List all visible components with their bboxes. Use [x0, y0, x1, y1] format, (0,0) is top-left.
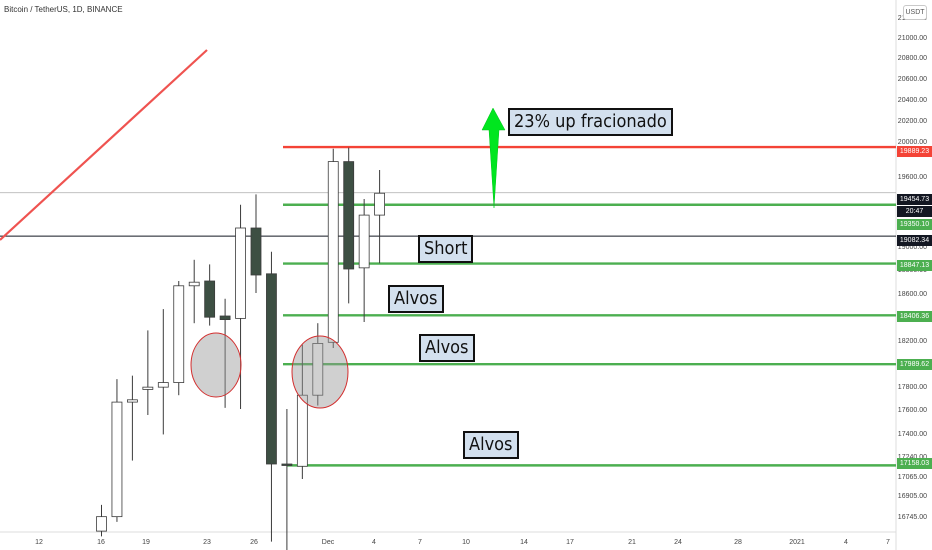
candle-down[interactable]: [250, 194, 262, 293]
candle-up[interactable]: [111, 379, 123, 522]
candle-up[interactable]: [142, 330, 154, 415]
y-tick-label: 21000.00: [898, 35, 927, 42]
x-tick-label: 12: [35, 539, 43, 546]
candle-body: [266, 273, 277, 465]
candle-body: [358, 214, 370, 269]
y-tick-label: 17065.00: [898, 474, 927, 481]
price-tag-last: 19454.73: [897, 194, 932, 205]
x-tick-label: 4: [844, 539, 848, 546]
symbol-title[interactable]: Bitcoin / TetherUS, 1D, BINANCE: [4, 5, 123, 14]
annotation-alvos-2[interactable]: Alvos: [419, 334, 475, 362]
x-tick-label: 14: [520, 539, 528, 546]
x-tick-label: 7: [418, 539, 422, 546]
candle-body: [142, 386, 154, 390]
y-tick-label: 20400.00: [898, 97, 927, 104]
candle-up[interactable]: [235, 204, 246, 409]
trend-line[interactable]: [0, 49, 208, 241]
candles-group: [96, 147, 386, 550]
candle-body: [173, 285, 185, 383]
candle-up[interactable]: [327, 148, 339, 349]
x-tick-label: 26: [250, 539, 258, 546]
candle-down[interactable]: [266, 251, 277, 542]
y-tick-label: 19000.00: [898, 244, 927, 251]
x-tick-label: 21: [628, 539, 636, 546]
candle-body: [374, 192, 386, 216]
price-tag-target-4: 17158.03: [897, 458, 932, 469]
candle-body: [312, 343, 324, 396]
y-tick-label: 20200.00: [898, 118, 927, 125]
candle-body: [111, 401, 123, 518]
x-tick-label: 24: [674, 539, 682, 546]
y-tick-label: 16905.00: [898, 493, 927, 500]
highlight-ellipse-left[interactable]: [190, 332, 242, 398]
candle-up[interactable]: [312, 323, 324, 406]
candle-body: [188, 281, 200, 287]
x-tick-label: 10: [462, 539, 470, 546]
candle-body: [235, 227, 246, 319]
candle-body: [219, 315, 231, 320]
up-arrow-icon[interactable]: [481, 107, 506, 209]
y-tick-label: 17600.00: [898, 407, 927, 414]
price-tag-entry: 19350.10: [897, 219, 932, 230]
price-tag-target-1: 18847.13: [897, 260, 932, 271]
candle-down[interactable]: [343, 147, 355, 304]
candle-up[interactable]: [173, 281, 185, 396]
highlight-ellipse-right[interactable]: [291, 335, 349, 409]
candle-down[interactable]: [219, 298, 231, 408]
candle-body: [250, 227, 262, 276]
candle-body: [127, 399, 138, 403]
y-tick-label: 20000.00: [898, 139, 927, 146]
y-tick-label: 18600.00: [898, 291, 927, 298]
candle-body: [204, 280, 216, 318]
y-tick-label: 17240.00: [898, 454, 927, 461]
x-tick-label: 7: [886, 539, 890, 546]
x-tick-label: 4: [372, 539, 376, 546]
candle-body: [157, 382, 169, 388]
annotation-up-label[interactable]: 23% up fracionado: [508, 108, 673, 136]
candle-up[interactable]: [374, 170, 386, 264]
y-tick-label: 17800.00: [898, 384, 927, 391]
candle-body: [296, 394, 308, 467]
annotation-alvos-1[interactable]: Alvos: [388, 285, 444, 313]
x-tick-label: Dec: [322, 539, 335, 546]
price-tag-countdown: 20:47: [897, 206, 932, 217]
price-tag-resistance: 19889.23: [897, 146, 932, 157]
price-tag-black-line: 19082.34: [897, 235, 932, 246]
x-tick-label: 28: [734, 539, 742, 546]
candle-body: [96, 516, 107, 532]
price-tag-target-3: 17989.62: [897, 359, 932, 370]
y-tick-label: 20600.00: [898, 76, 927, 83]
x-tick-label: 23: [203, 539, 211, 546]
annotation-short-label[interactable]: Short: [418, 235, 474, 263]
candle-up[interactable]: [188, 259, 200, 324]
candle-body: [327, 161, 339, 343]
x-tick-label: 17: [566, 539, 574, 546]
candle-up[interactable]: [296, 344, 308, 479]
annotation-alvos-3[interactable]: Alvos: [463, 431, 519, 459]
y-tick-label: 20800.00: [898, 55, 927, 62]
x-tick-label: 2021: [789, 539, 805, 546]
x-tick-label: 19: [142, 539, 150, 546]
candle-up[interactable]: [127, 375, 138, 461]
x-tick-label: 16: [97, 539, 105, 546]
candle-down[interactable]: [281, 409, 293, 550]
candle-up[interactable]: [358, 199, 370, 322]
candle-up[interactable]: [96, 504, 107, 537]
candle-body: [281, 463, 293, 466]
y-tick-label: 18200.00: [898, 338, 927, 345]
y-tick-label: 19600.00: [898, 174, 927, 181]
candle-body: [343, 161, 355, 270]
candle-down[interactable]: [204, 264, 216, 326]
y-tick-label: 16745.00: [898, 514, 927, 521]
candle-up[interactable]: [157, 309, 169, 435]
drawings-group: [0, 49, 506, 409]
currency-badge[interactable]: USDT: [903, 5, 927, 20]
y-tick-label: 17400.00: [898, 431, 927, 438]
level-lines-group: [0, 145, 896, 467]
price-tag-target-2: 18406.36: [897, 311, 932, 322]
